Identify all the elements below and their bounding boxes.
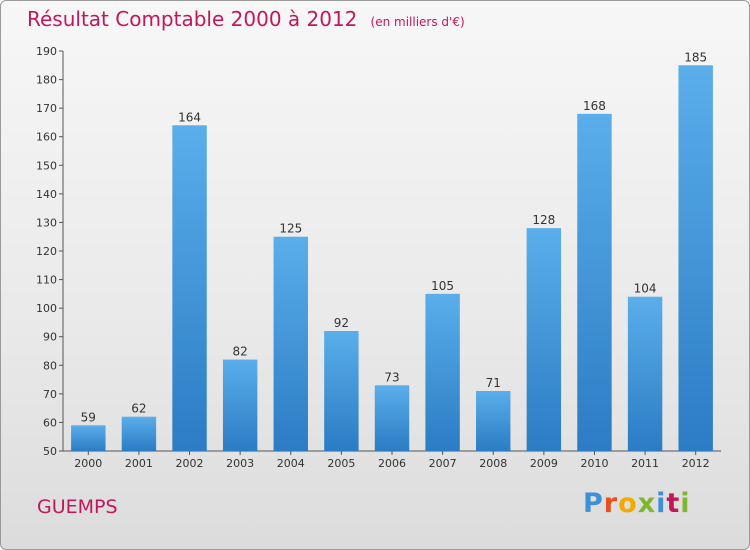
y-tick-label: 50 (43, 445, 57, 458)
x-tick-label: 2009 (530, 457, 558, 470)
x-tick-label: 2001 (125, 457, 153, 470)
bar-value-label: 82 (233, 345, 248, 359)
bar-2001 (121, 416, 157, 451)
y-tick-label: 170 (36, 102, 57, 115)
bar-value-label: 168 (583, 99, 606, 113)
bar-2003 (222, 359, 258, 451)
proxiti-logo: Proxiti (583, 488, 691, 519)
y-tick-label: 80 (43, 359, 57, 372)
bar-value-label: 62 (131, 402, 146, 416)
logo-letter: i (680, 488, 691, 519)
x-tick-label: 2000 (74, 457, 102, 470)
x-tick-label: 2011 (631, 457, 659, 470)
y-tick-label: 90 (43, 331, 57, 344)
x-tick-label: 2010 (580, 457, 608, 470)
x-tick-label: 2003 (226, 457, 254, 470)
bar-value-label: 71 (486, 376, 501, 390)
logo-letter: o (618, 488, 638, 519)
x-tick-label: 2004 (277, 457, 305, 470)
y-tick-label: 100 (36, 302, 57, 315)
bar-value-label: 125 (279, 222, 302, 236)
logo-letter: i (656, 488, 667, 519)
y-tick-label: 120 (36, 245, 57, 258)
x-tick-label: 2008 (479, 457, 507, 470)
bar-value-label: 59 (81, 410, 96, 424)
bar-value-label: 128 (532, 213, 555, 227)
title-row: Résultat Comptable 2000 à 2012 (en milli… (27, 7, 465, 31)
bar-2005 (324, 331, 359, 451)
bar-2010 (577, 113, 612, 451)
bar-value-label: 185 (684, 50, 707, 64)
y-tick-label: 110 (36, 274, 57, 287)
y-tick-label: 190 (36, 45, 57, 58)
bar-2002 (172, 125, 207, 452)
logo-letter: x (637, 488, 657, 519)
chart-title: Résultat Comptable 2000 à 2012 (27, 7, 358, 31)
bar-value-label: 105 (431, 279, 454, 293)
bar-2004 (273, 236, 308, 451)
bar-value-label: 92 (334, 316, 349, 330)
y-tick-label: 160 (36, 131, 57, 144)
y-tick-label: 60 (43, 416, 57, 429)
chart-subtitle: (en milliers d'€) (370, 15, 465, 29)
bar-2008 (476, 391, 511, 451)
x-tick-label: 2006 (378, 457, 406, 470)
y-tick-label: 150 (36, 159, 57, 172)
bar-value-label: 164 (178, 110, 201, 124)
y-tick-label: 180 (36, 74, 57, 87)
bar-2000 (71, 425, 106, 451)
place-name: GUEMPS (37, 496, 118, 518)
bar-value-label: 104 (634, 282, 657, 296)
logo-letter: t (666, 488, 681, 519)
x-tick-label: 2012 (682, 457, 710, 470)
x-tick-label: 2007 (429, 457, 457, 470)
bar-2011 (627, 296, 663, 451)
bar-2009 (526, 228, 562, 451)
bar-2007 (425, 293, 460, 451)
y-tick-label: 140 (36, 188, 57, 201)
logo-letter: P (583, 488, 604, 519)
y-tick-label: 130 (36, 216, 57, 229)
bar-2006 (374, 385, 410, 451)
y-tick-label: 70 (43, 388, 57, 401)
logo-letter: r (603, 488, 619, 519)
bar-2012 (678, 65, 713, 452)
x-tick-label: 2005 (327, 457, 355, 470)
bar-value-label: 73 (384, 370, 399, 384)
x-tick-label: 2002 (176, 457, 204, 470)
